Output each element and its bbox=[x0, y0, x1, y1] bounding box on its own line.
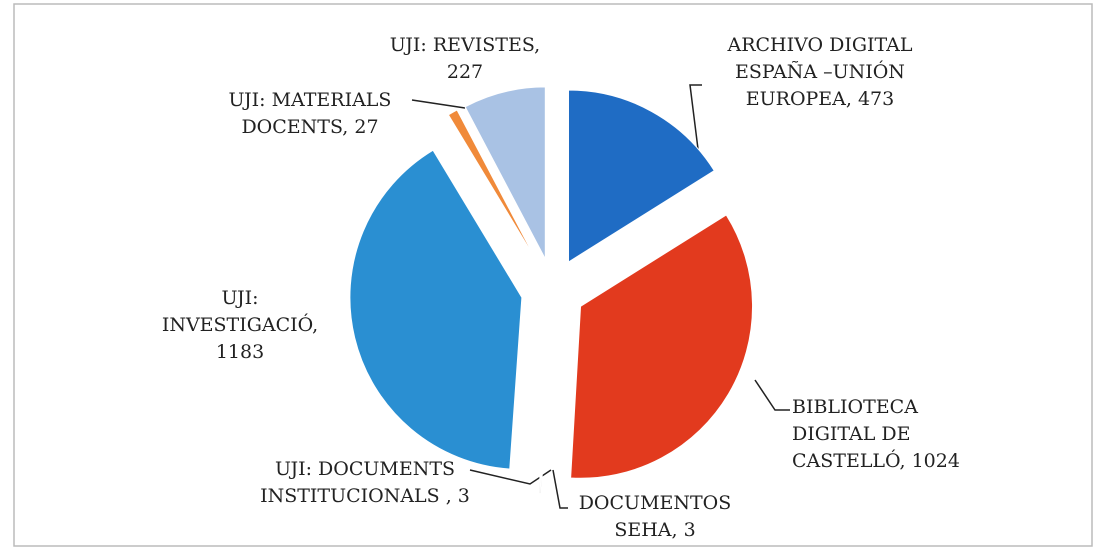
pie-slice bbox=[447, 109, 538, 263]
slice-label: BIBLIOTECA DIGITAL DE CASTELLÓ, 1024 bbox=[792, 396, 960, 472]
slice-label: ARCHIVO DIGITAL ESPAÑA –UNIÓN EUROPEA, 4… bbox=[727, 34, 913, 110]
pie-slice bbox=[570, 214, 754, 479]
slice-label: UJI: DOCUMENTS INSTITUCIONALS , 3 bbox=[260, 458, 470, 507]
slice-label: UJI: INVESTIGACIÓ, 1183 bbox=[161, 287, 319, 363]
leader-line bbox=[411, 99, 466, 109]
leader-line bbox=[689, 84, 702, 166]
pie-slice bbox=[464, 86, 546, 260]
pie-slice bbox=[349, 149, 523, 470]
slices bbox=[349, 86, 754, 495]
slice-label: UJI: REVISTES, 227 bbox=[389, 34, 541, 83]
leader-line bbox=[754, 379, 790, 411]
leader-lines bbox=[411, 84, 790, 509]
leader-line bbox=[469, 469, 552, 485]
pie-slice bbox=[538, 321, 552, 495]
slice-label: DOCUMENTOS SEHA, 3 bbox=[578, 492, 732, 541]
leader-line bbox=[552, 469, 568, 509]
pie-slice bbox=[567, 89, 715, 263]
slice-label: UJI: MATERIALS DOCENTS, 27 bbox=[228, 89, 392, 138]
chart-frame bbox=[13, 3, 1093, 547]
